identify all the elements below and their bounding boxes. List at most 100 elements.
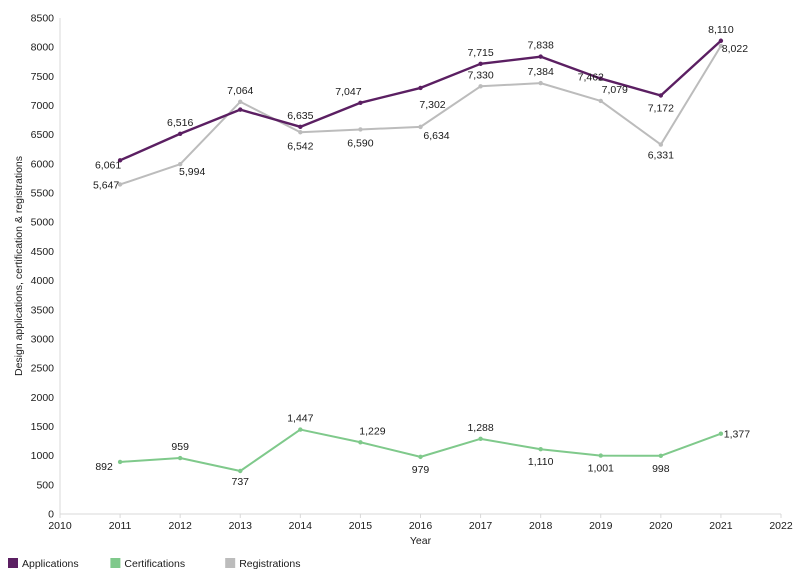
x-tick-label: 2011 [109, 520, 132, 532]
data-point-certifications [658, 453, 664, 458]
y-tick-label: 7500 [31, 71, 55, 83]
data-label-certifications: 892 [95, 461, 113, 473]
y-tick-label: 8500 [31, 13, 55, 25]
y-tick-label: 4500 [31, 246, 55, 258]
data-label-registrations: 8,022 [722, 43, 748, 55]
data-label-registrations: 6,542 [287, 140, 313, 152]
data-label-certifications: 1,447 [287, 413, 313, 425]
y-tick-label: 0 [48, 509, 54, 521]
data-point-registrations [598, 98, 603, 104]
y-axis-title: Design applications, certification & reg… [13, 156, 25, 376]
data-point-applications [238, 107, 243, 112]
data-label-registrations: 6,634 [423, 130, 449, 142]
data-point-registrations [478, 84, 483, 89]
data-point-applications [418, 85, 423, 91]
data-point-registrations [177, 162, 183, 167]
x-tick-label: 2016 [409, 520, 433, 532]
data-point-registrations [418, 124, 423, 130]
data-label-certifications: 1,288 [467, 422, 493, 434]
x-tick-label: 2021 [709, 520, 733, 532]
x-tick-label: 2017 [469, 520, 493, 532]
legend-label-certifications: Certifications [124, 558, 185, 570]
data-point-certifications [117, 459, 123, 465]
data-point-registrations [358, 127, 363, 132]
y-tick-label: 3000 [31, 333, 55, 345]
y-tick-label: 8000 [31, 42, 55, 54]
data-point-certifications [598, 453, 603, 458]
data-point-applications [478, 61, 483, 67]
data-point-registrations [238, 99, 243, 104]
data-label-applications: 7,302 [419, 99, 445, 111]
data-point-applications [117, 158, 123, 163]
y-tick-label: 4000 [31, 275, 55, 287]
x-tick-label: 2022 [769, 520, 793, 532]
legend-label-registrations: Registrations [239, 558, 300, 570]
data-point-certifications [538, 447, 543, 452]
series-lines [117, 38, 724, 474]
data-point-certifications [478, 436, 483, 442]
data-label-certifications: 1,377 [724, 429, 750, 441]
x-axis-title: Year [410, 535, 432, 547]
series-line-registrations [119, 45, 722, 186]
data-label-certifications: 979 [412, 464, 430, 476]
x-tick-label: 2012 [168, 520, 192, 532]
data-point-applications [358, 100, 363, 105]
legend-swatch-registrations [225, 558, 236, 568]
legend-label-applications: Applications [22, 558, 79, 570]
data-label-applications: 6,635 [287, 110, 313, 122]
data-labels: 5,647 5,994 7,064 6,542 6,590 6,634 7,330 7,384… [93, 24, 750, 488]
data-point-registrations [538, 80, 543, 86]
data-label-applications: 7,172 [648, 102, 674, 114]
legend-swatch-applications [8, 558, 18, 568]
data-label-registrations: 7,064 [227, 85, 253, 97]
x-tick-label: 2020 [649, 520, 673, 532]
data-label-applications: 7,838 [528, 40, 554, 52]
x-tick-label: 2018 [529, 520, 553, 532]
data-label-certifications: 1,001 [588, 463, 614, 475]
y-tick-label: 6500 [31, 129, 55, 141]
data-label-registrations: 7,330 [467, 69, 493, 81]
data-point-applications [718, 38, 724, 43]
x-tick-label: 2014 [289, 520, 313, 532]
data-label-applications: 7,047 [335, 86, 361, 98]
legend: Applications Certifications Registrations [8, 558, 300, 570]
data-label-certifications: 1,229 [359, 425, 385, 437]
data-label-applications: 7,462 [578, 72, 604, 84]
data-point-registrations [117, 182, 123, 187]
data-point-certifications [177, 455, 183, 461]
data-point-certifications [238, 468, 243, 474]
axes: 0 500 1000 1500 2000 2500 3000 3500 4000 4500 5000… [31, 13, 793, 533]
data-label-registrations: 6,590 [347, 137, 373, 149]
data-label-applications: 8,110 [708, 24, 734, 36]
data-label-certifications: 737 [231, 476, 249, 488]
data-point-registrations [658, 142, 664, 147]
data-label-certifications: 998 [652, 463, 670, 475]
x-tick-label: 2010 [48, 520, 72, 532]
data-point-applications [538, 54, 543, 59]
y-tick-label: 7000 [31, 100, 55, 112]
data-point-registrations [298, 130, 303, 135]
data-label-registrations: 5,994 [179, 166, 205, 178]
data-label-registrations: 5,647 [93, 179, 119, 191]
data-label-certifications: 1,110 [528, 456, 554, 468]
data-point-applications [177, 131, 183, 136]
data-point-certifications [358, 440, 363, 445]
x-tick-label: 2015 [349, 520, 373, 532]
y-tick-label: 1500 [31, 421, 55, 433]
data-point-registrations [718, 43, 724, 49]
data-point-applications [658, 93, 664, 98]
legend-swatch-certifications [110, 558, 121, 568]
data-point-certifications [298, 427, 303, 432]
y-tick-label: 500 [36, 479, 54, 491]
y-tick-label: 6000 [31, 158, 55, 170]
data-point-certifications [418, 454, 423, 460]
y-tick-label: 3500 [31, 304, 55, 316]
data-label-applications: 6,061 [95, 159, 121, 171]
y-tick-label: 5000 [31, 217, 55, 229]
x-tick-label: 2019 [589, 520, 613, 532]
data-point-certifications [718, 431, 724, 436]
data-label-registrations: 7,384 [528, 66, 554, 78]
data-point-applications [598, 76, 603, 81]
data-label-registrations: 6,331 [648, 150, 674, 162]
